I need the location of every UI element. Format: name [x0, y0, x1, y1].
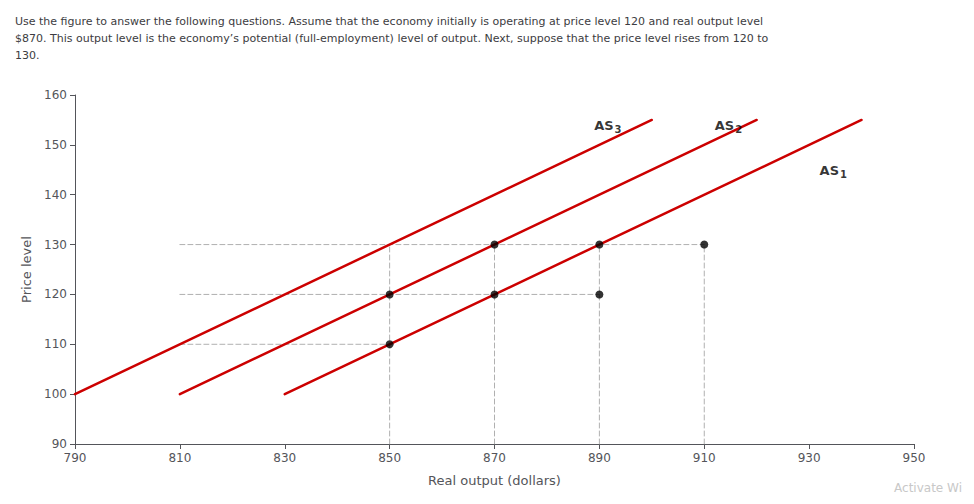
svg-text:90: 90	[52, 437, 67, 451]
svg-text:890: 890	[588, 451, 611, 465]
svg-text:130.: 130.	[15, 49, 40, 62]
svg-text:160: 160	[44, 88, 67, 102]
svg-text:110: 110	[44, 337, 67, 351]
svg-text:870: 870	[483, 451, 506, 465]
svg-text:150: 150	[44, 138, 67, 152]
svg-text:830: 830	[273, 451, 296, 465]
svg-text:1: 1	[840, 169, 847, 180]
svg-text:810: 810	[168, 451, 191, 465]
svg-text:$870. This output level is the: $870. This output level is the economy’s…	[15, 32, 769, 45]
svg-text:140: 140	[44, 188, 67, 202]
svg-text:950: 950	[903, 451, 926, 465]
svg-text:2: 2	[735, 124, 742, 135]
svg-text:AS: AS	[820, 163, 839, 178]
svg-text:930: 930	[798, 451, 821, 465]
svg-text:850: 850	[378, 451, 401, 465]
svg-text:Real output (dollars): Real output (dollars)	[428, 473, 561, 488]
svg-text:Use the figure to answer the f: Use the figure to answer the following q…	[15, 15, 763, 28]
svg-text:3: 3	[615, 124, 622, 135]
svg-text:Activate Wi: Activate Wi	[894, 481, 962, 495]
svg-text:120: 120	[44, 287, 67, 301]
svg-text:130: 130	[44, 238, 67, 252]
svg-text:Price level: Price level	[19, 236, 34, 303]
svg-text:100: 100	[44, 387, 67, 401]
svg-text:790: 790	[64, 451, 87, 465]
svg-text:AS: AS	[715, 118, 734, 133]
svg-text:AS: AS	[594, 118, 613, 133]
svg-text:910: 910	[693, 451, 716, 465]
